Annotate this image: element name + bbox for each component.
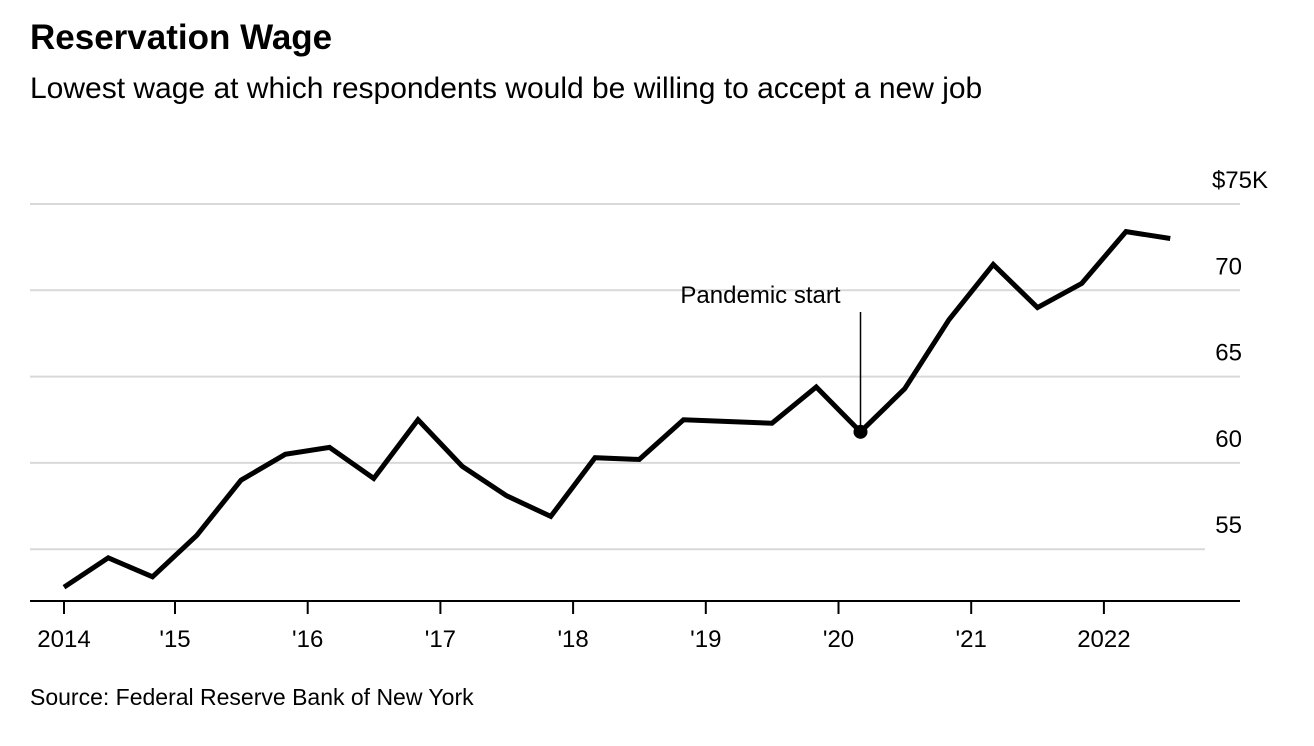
source-note: Source: Federal Reserve Bank of New York [30, 684, 474, 710]
y-tick-label: $75K [1212, 167, 1268, 194]
series-line [62, 228, 1171, 590]
x-tick-label: '16 [292, 626, 323, 653]
x-tick-label: 2014 [37, 626, 90, 653]
x-tick-label: '19 [690, 626, 721, 653]
x-tick-label: '21 [956, 626, 987, 653]
chart-title: Reservation Wage [30, 18, 333, 57]
x-tick-label: 2022 [1077, 626, 1130, 653]
y-tick-label: 55 [1215, 512, 1242, 539]
x-tick-label: '15 [159, 626, 190, 653]
x-tick-label: '18 [557, 626, 588, 653]
y-tick-label: 70 [1215, 253, 1242, 280]
x-tick-label: '20 [823, 626, 854, 653]
x-tick-label: '17 [425, 626, 456, 653]
y-tick-label: 65 [1215, 340, 1242, 367]
y-tick-label: 60 [1215, 426, 1242, 453]
chart-subtitle: Lowest wage at which respondents would b… [30, 72, 983, 105]
annotation-marker [853, 424, 868, 439]
annotation-label: Pandemic start [680, 282, 840, 309]
